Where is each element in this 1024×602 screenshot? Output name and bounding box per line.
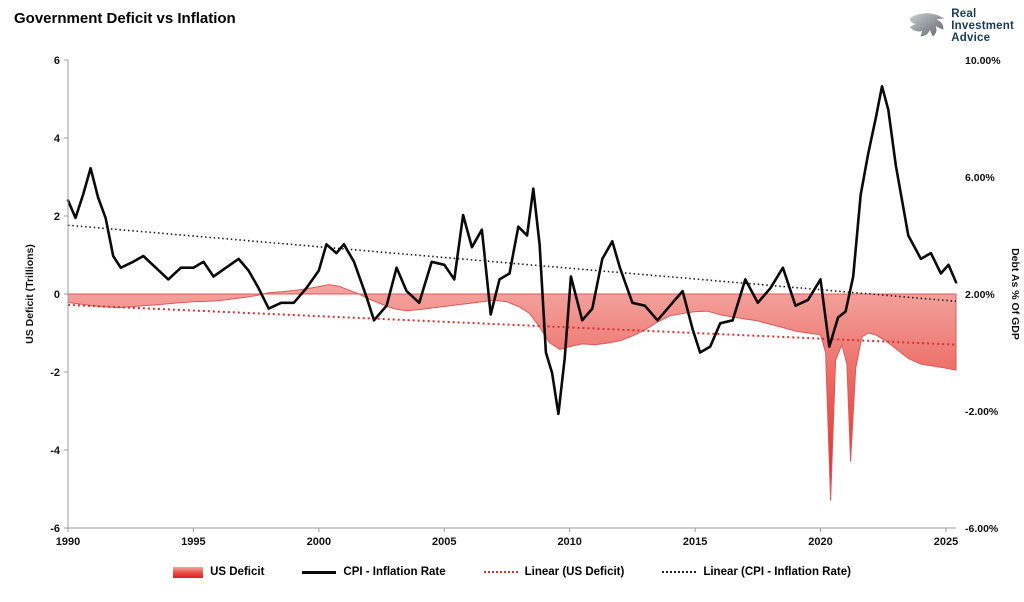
us-deficit-area	[67, 284, 957, 501]
legend-label-cpi: CPI - Inflation Rate	[343, 566, 446, 578]
cpi-inflation-line	[66, 85, 958, 416]
legend-item-us-deficit: US Deficit	[173, 566, 264, 578]
x-axis-tick-label: 2020	[808, 536, 832, 548]
left-axis-tick-label: 4	[54, 133, 61, 145]
x-axis-tick-label: 2025	[934, 536, 958, 548]
ria-logo-line3: Advice	[951, 32, 991, 44]
legend-item-linear-deficit: Linear (US Deficit)	[483, 566, 625, 578]
left-axis-tick-label: -2	[50, 367, 60, 379]
linear-cpi-swatch	[662, 571, 697, 573]
x-axis-tick-label: 1990	[56, 536, 80, 548]
legend: US Deficit CPI - Inflation Rate Linear (…	[0, 557, 1024, 587]
ria-logo: Real Investment Advice	[908, 8, 1014, 44]
legend-label-linear-cpi: Linear (CPI - Inflation Rate)	[703, 566, 851, 578]
us-deficit-area-swatch	[173, 566, 204, 578]
ria-logo-text: Real Investment Advice	[951, 8, 1014, 44]
right-axis-tick-label: 2.00%	[965, 289, 995, 301]
eagle-icon	[910, 13, 945, 37]
left-axis-tick-label: 0	[54, 289, 60, 301]
x-axis-tick-label: 2010	[557, 536, 581, 548]
right-axis-tick-label: -2.00%	[965, 406, 999, 418]
legend-item-cpi: CPI - Inflation Rate	[302, 566, 446, 578]
left-axis-tick-label: -6	[50, 523, 60, 535]
linear-deficit-swatch	[483, 571, 518, 573]
x-axis-tick-label: 2000	[307, 536, 331, 548]
linear-us-deficit-trendline	[67, 303, 957, 346]
ria-logo-line2: Investment	[951, 20, 1014, 32]
x-axis-tick-label: 2005	[432, 536, 456, 548]
cpi-line-swatch	[302, 570, 337, 574]
x-axis-tick-label: 1995	[181, 536, 205, 548]
left-axis-title: US Deficit (Trillions)	[24, 244, 36, 344]
x-axis-tick-label: 2015	[683, 536, 707, 548]
legend-label-linear-deficit: Linear (US Deficit)	[524, 566, 625, 578]
legend-label-us-deficit: US Deficit	[210, 566, 265, 578]
ria-logo-line1: Real	[951, 8, 977, 20]
chart-title: Government Deficit vs Inflation	[14, 10, 236, 27]
legend-item-linear-cpi: Linear (CPI - Inflation Rate)	[662, 566, 851, 578]
right-axis-tick-label: -6.00%	[965, 523, 999, 535]
right-axis-tick-label: 10.00%	[965, 55, 1001, 67]
left-axis-tick-label: 6	[54, 55, 60, 67]
right-axis-tick-label: 6.00%	[965, 172, 995, 184]
right-axis-title: Debt As % Of GDP	[1009, 248, 1021, 340]
left-axis-tick-label: -4	[50, 445, 61, 457]
left-axis-tick-label: 2	[54, 211, 60, 223]
